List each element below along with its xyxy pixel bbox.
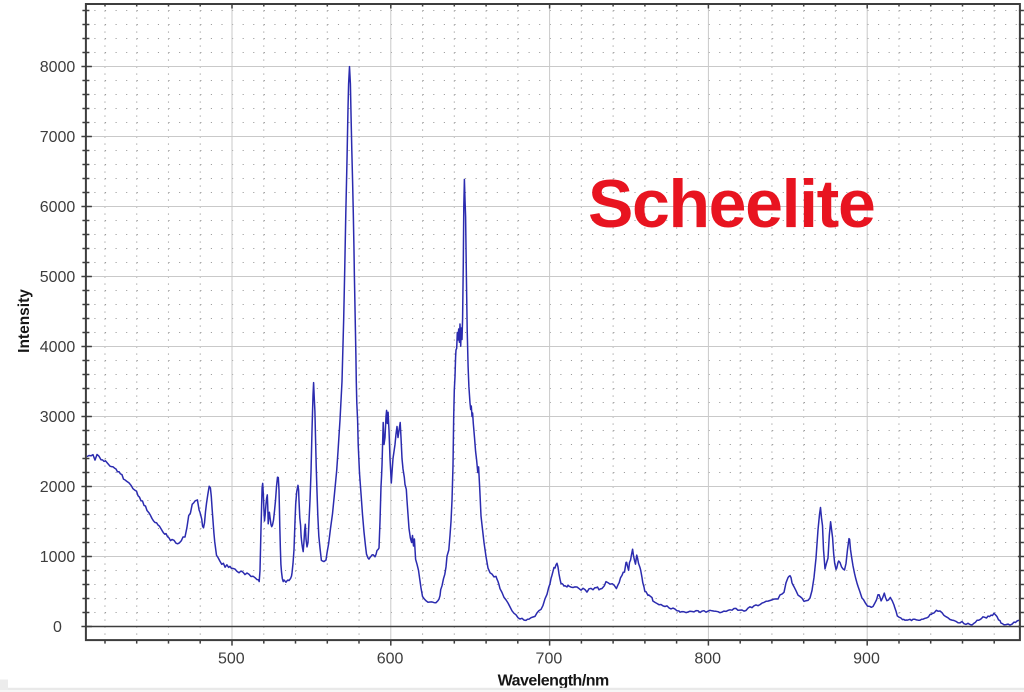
svg-text:700: 700 (536, 651, 563, 668)
svg-text:5000: 5000 (40, 269, 76, 286)
svg-text:8000: 8000 (40, 59, 76, 76)
svg-text:0: 0 (53, 619, 62, 636)
svg-text:600: 600 (377, 651, 404, 668)
svg-text:3000: 3000 (40, 409, 76, 426)
svg-text:1000: 1000 (40, 549, 76, 566)
svg-text:7000: 7000 (40, 129, 76, 146)
svg-text:900: 900 (853, 651, 880, 668)
svg-text:2000: 2000 (40, 479, 76, 496)
svg-text:4000: 4000 (40, 339, 76, 356)
svg-text:Wavelength/nm: Wavelength/nm (498, 672, 609, 689)
svg-text:800: 800 (694, 651, 721, 668)
svg-text:Intensity: Intensity (16, 289, 33, 353)
svg-text:6000: 6000 (40, 199, 76, 216)
svg-text:500: 500 (218, 651, 245, 668)
svg-text:Scheelite: Scheelite (588, 166, 874, 242)
